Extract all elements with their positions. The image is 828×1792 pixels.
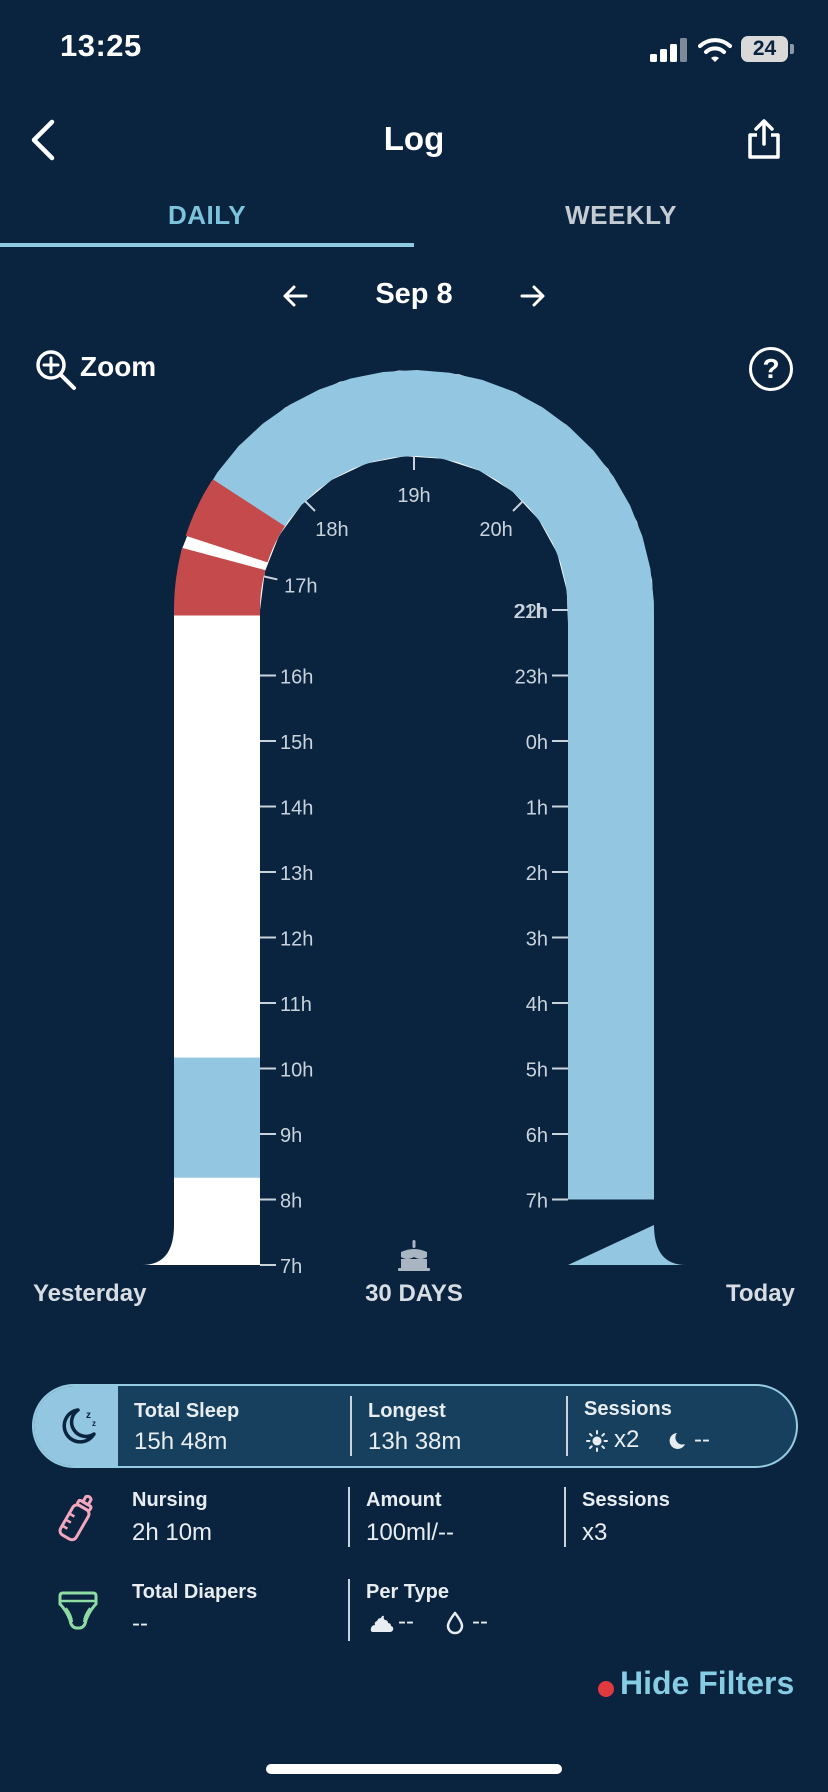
per-type-label: Per Type (366, 1581, 449, 1603)
tick-label: 12h (280, 929, 313, 951)
tick-label: 3h (526, 929, 548, 951)
hide-filters-button[interactable]: Hide Filters (620, 1665, 795, 1701)
tick-label: 22h (515, 601, 548, 623)
poop-icon (370, 1615, 394, 1632)
amount-label: Amount (366, 1489, 442, 1511)
tick-label: 2h (526, 863, 548, 885)
active-tab-indicator (0, 243, 414, 247)
page-title: Log (383, 120, 445, 157)
tick-label: 20h (479, 519, 512, 541)
total-sleep-value: 15h 48m (134, 1428, 228, 1455)
svg-text:z: z (86, 1410, 91, 1421)
divider (348, 1487, 350, 1547)
zoom-label[interactable]: Zoom (80, 351, 157, 382)
tick-label: 0h (526, 732, 548, 754)
cellular-signal-icon (650, 38, 687, 62)
tab-daily[interactable]: DAILY (167, 200, 247, 230)
longest-sleep-label: Longest (368, 1400, 446, 1422)
right-foot-flare (568, 1225, 686, 1265)
nursing-sessions-label: Sessions (582, 1489, 670, 1511)
baby-bottle-icon (58, 1494, 93, 1542)
nursing-duration-value: 2h 10m (132, 1519, 213, 1546)
droplet-icon (446, 1611, 464, 1635)
arrow-left-icon[interactable] (282, 282, 310, 310)
divider (564, 1487, 566, 1547)
tick-label: 1h (526, 798, 548, 820)
left-foot-flare (142, 1225, 260, 1265)
night-sessions-value: -- (694, 1426, 710, 1453)
battery-cap (790, 44, 794, 54)
nursing-sessions-value: x3 (582, 1519, 608, 1546)
poop-count-value: -- (398, 1608, 414, 1635)
share-icon[interactable] (746, 118, 782, 160)
home-indicator[interactable] (266, 1764, 562, 1774)
tick-label: 16h (280, 667, 313, 689)
total-diapers-value: -- (132, 1610, 148, 1637)
axis-tick (304, 500, 316, 512)
nursing-segment (174, 547, 266, 616)
sleep-segment (174, 1057, 260, 1178)
tick-label: 15h (280, 732, 313, 754)
tick-label: 10h (280, 1060, 313, 1082)
age-days-label: 30 DAYS (365, 1280, 463, 1307)
axis-tick (512, 500, 524, 512)
sleep-summary-row[interactable]: z z Total Sleep 15h 48m Longest 13h 38m … (32, 1384, 798, 1468)
tick-label: 9h (280, 1125, 302, 1147)
sleep-icon-bg (34, 1386, 118, 1466)
tab-weekly[interactable]: WEEKLY (565, 200, 677, 230)
tick-label: 23h (515, 667, 548, 689)
nursing-segment (185, 479, 285, 563)
axis-tick (263, 575, 278, 581)
status-time: 13:25 (60, 28, 142, 63)
amount-value: 100ml/-- (366, 1519, 455, 1546)
tick-label: 5h (526, 1060, 548, 1082)
sleep-sessions-label: Sessions (584, 1398, 672, 1420)
sun-icon (586, 1430, 608, 1452)
back-chevron-icon[interactable] (28, 118, 58, 162)
nursing-label: Nursing (132, 1489, 208, 1511)
total-diapers-label: Total Diapers (132, 1581, 258, 1603)
filter-indicator-dot (598, 1681, 614, 1697)
zoom-in-icon[interactable] (34, 348, 78, 392)
wifi-icon (698, 38, 732, 62)
tick-label: 17h (284, 576, 317, 598)
tick-label: 7h (526, 1191, 548, 1213)
sleep-segment (200, 370, 654, 1200)
tick-label: 4h (526, 994, 548, 1016)
yesterday-label: Yesterday (33, 1280, 147, 1307)
tick-label: 14h (280, 798, 313, 820)
tick-label: 19h (397, 485, 430, 507)
total-sleep-label: Total Sleep (134, 1400, 240, 1422)
tick-label: 7h (280, 1256, 302, 1278)
divider (350, 1396, 352, 1456)
divider (348, 1579, 350, 1641)
divider (566, 1396, 568, 1456)
svg-text:z: z (92, 1419, 96, 1428)
diaper-icon (58, 1591, 98, 1630)
date-label: Sep 8 (375, 278, 453, 310)
tick-label: 13h (280, 863, 313, 885)
moon-sleep-icon: z z (62, 1408, 96, 1444)
tick-label: 8h (280, 1191, 302, 1213)
tick-label: 11h (280, 994, 312, 1016)
moon-icon (669, 1433, 685, 1449)
longest-sleep-value: 13h 38m (368, 1428, 462, 1455)
today-label: Today (726, 1280, 795, 1307)
tick-label: 18h (315, 519, 348, 541)
help-icon[interactable]: ? (749, 347, 793, 391)
pee-count-value: -- (472, 1608, 488, 1635)
birthday-cake-icon (398, 1240, 430, 1271)
tick-label: 21h (513, 601, 546, 623)
arrow-right-icon[interactable] (518, 282, 546, 310)
battery-icon: 24 (741, 36, 788, 62)
day-sessions-value: x2 (614, 1426, 640, 1453)
tick-label: 6h (526, 1125, 548, 1147)
